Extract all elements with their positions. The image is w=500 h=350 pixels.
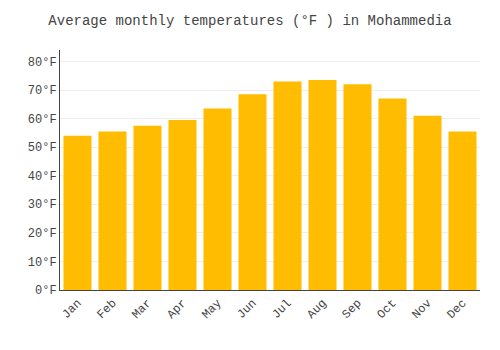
svg-text:Sep: Sep [339, 297, 364, 322]
svg-text:May: May [199, 297, 224, 322]
svg-text:Jan: Jan [59, 297, 84, 322]
svg-text:60°F: 60°F [28, 113, 57, 127]
svg-text:10°F: 10°F [28, 256, 57, 270]
svg-text:0°F: 0°F [35, 284, 57, 298]
svg-text:Apr: Apr [164, 297, 189, 322]
svg-text:40°F: 40°F [28, 170, 57, 184]
svg-text:Oct: Oct [374, 297, 399, 322]
svg-text:70°F: 70°F [28, 84, 57, 98]
svg-text:Feb: Feb [94, 297, 119, 322]
svg-text:Jun: Jun [234, 297, 259, 322]
svg-text:30°F: 30°F [28, 198, 57, 212]
svg-text:Mar: Mar [129, 297, 154, 322]
svg-text:Jul: Jul [269, 297, 294, 322]
svg-text:Dec: Dec [444, 297, 469, 322]
svg-text:80°F: 80°F [28, 56, 57, 70]
svg-text:50°F: 50°F [28, 141, 57, 155]
svg-text:20°F: 20°F [28, 227, 57, 241]
svg-text:Average monthly temperatures (: Average monthly temperatures (°F ) in Mo… [48, 13, 451, 29]
svg-text:Aug: Aug [304, 297, 329, 322]
svg-text:Nov: Nov [409, 297, 434, 322]
